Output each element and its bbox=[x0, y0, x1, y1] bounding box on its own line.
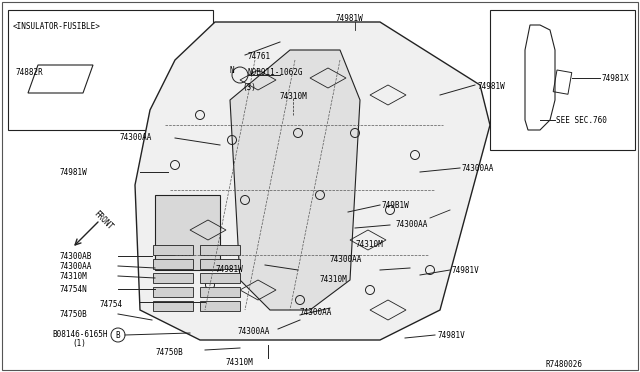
Text: B08146-6165H: B08146-6165H bbox=[52, 330, 108, 339]
Text: 74981W: 74981W bbox=[60, 168, 88, 177]
Text: B: B bbox=[116, 330, 120, 340]
Text: FRONT: FRONT bbox=[92, 209, 115, 232]
Text: 74300AA: 74300AA bbox=[238, 327, 270, 336]
Bar bbox=[153, 301, 193, 311]
Text: 74754N: 74754N bbox=[60, 285, 88, 294]
Text: N0B911-1062G: N0B911-1062G bbox=[248, 68, 303, 77]
Text: 74981W: 74981W bbox=[335, 14, 363, 23]
Bar bbox=[153, 273, 193, 283]
Bar bbox=[153, 287, 193, 297]
Text: 74981X: 74981X bbox=[602, 74, 630, 83]
Text: 74750B: 74750B bbox=[60, 310, 88, 319]
Text: 74981W: 74981W bbox=[478, 82, 506, 91]
Polygon shape bbox=[135, 22, 490, 340]
Bar bbox=[200, 245, 240, 255]
Text: 74300AA: 74300AA bbox=[300, 308, 332, 317]
Text: 749B1W: 749B1W bbox=[382, 201, 410, 210]
Text: N: N bbox=[230, 65, 234, 74]
Bar bbox=[553, 70, 572, 94]
Text: 74310M: 74310M bbox=[60, 272, 88, 281]
Text: 74300AA: 74300AA bbox=[462, 164, 494, 173]
Text: 74981W: 74981W bbox=[215, 265, 243, 274]
Text: 74310M: 74310M bbox=[280, 92, 308, 101]
Bar bbox=[153, 259, 193, 269]
Text: (3): (3) bbox=[242, 83, 256, 92]
Text: 74754: 74754 bbox=[100, 300, 123, 309]
Text: 74882R: 74882R bbox=[16, 68, 44, 77]
Bar bbox=[200, 287, 240, 297]
Text: 74310M: 74310M bbox=[320, 275, 348, 284]
Bar bbox=[8, 10, 213, 130]
Text: 74981V: 74981V bbox=[452, 266, 480, 275]
Bar bbox=[153, 245, 193, 255]
Bar bbox=[490, 10, 635, 150]
Polygon shape bbox=[230, 50, 360, 310]
Text: 74300AA: 74300AA bbox=[120, 133, 152, 142]
Bar bbox=[200, 273, 240, 283]
Text: 74300AB: 74300AB bbox=[60, 252, 92, 261]
Text: <INSULATOR-FUSIBLE>: <INSULATOR-FUSIBLE> bbox=[13, 22, 101, 31]
Text: 74300AA: 74300AA bbox=[330, 255, 362, 264]
Text: R7480026: R7480026 bbox=[545, 360, 582, 369]
Text: 74300AA: 74300AA bbox=[60, 262, 92, 271]
Text: SEE SEC.760: SEE SEC.760 bbox=[556, 116, 607, 125]
Text: 74981V: 74981V bbox=[437, 331, 465, 340]
Text: 74300AA: 74300AA bbox=[395, 220, 428, 229]
Bar bbox=[200, 301, 240, 311]
Bar bbox=[155, 195, 220, 270]
Bar bbox=[200, 259, 240, 269]
Text: 74761: 74761 bbox=[248, 52, 271, 61]
Text: (1): (1) bbox=[72, 339, 86, 348]
Text: 74310M: 74310M bbox=[355, 240, 383, 249]
Text: 74310M: 74310M bbox=[225, 358, 253, 367]
Text: 74750B: 74750B bbox=[155, 348, 183, 357]
